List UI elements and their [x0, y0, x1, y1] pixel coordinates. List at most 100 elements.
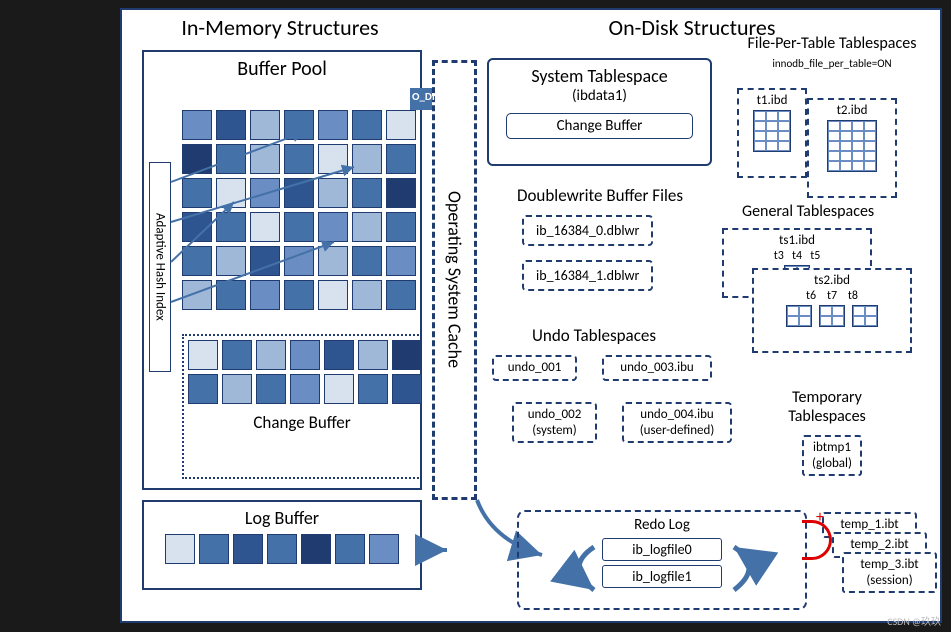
buffer-pool-page — [216, 212, 246, 242]
buffer-pool-page — [318, 110, 348, 140]
ibtmp1: ibtmp1(global) — [802, 435, 862, 476]
log-buffer-page — [301, 534, 331, 564]
buffer-pool-page — [182, 246, 212, 276]
in-memory-section: In-Memory Structures — [130, 14, 430, 41]
buffer-pool-title: Buffer Pool — [144, 57, 420, 81]
undo-004: undo_004.ibu(user-defined) — [622, 402, 732, 443]
system-change-buffer: Change Buffer — [506, 113, 693, 139]
in-memory-title: In-Memory Structures — [130, 14, 430, 41]
change-buffer-page — [392, 374, 422, 404]
log-buffer-grid — [144, 534, 420, 564]
buffer-pool-page — [250, 144, 280, 174]
redo-log-title: Redo Log — [523, 516, 801, 534]
buffer-pool-page — [250, 280, 280, 310]
undo-002: undo_002(system) — [512, 402, 597, 443]
log-buffer-box: Log Buffer — [142, 500, 422, 590]
buffer-pool-page — [318, 212, 348, 242]
change-buffer-page — [358, 340, 388, 370]
buffer-pool-page — [250, 178, 280, 208]
change-buffer-page — [324, 340, 354, 370]
buffer-pool-page — [284, 110, 314, 140]
red-plus: + — [816, 508, 824, 527]
buffer-pool-page — [182, 144, 212, 174]
system-tablespace-title: System Tablespace — [494, 65, 705, 87]
buffer-pool-page — [284, 144, 314, 174]
buffer-pool-page — [352, 280, 382, 310]
change-buffer-box: Change Buffer — [182, 334, 422, 479]
log-buffer-page — [335, 534, 365, 564]
innodb-architecture-diagram: In-Memory Structures On-Disk Structures … — [120, 8, 942, 623]
buffer-pool-page — [216, 178, 246, 208]
t2-ibd: t2.ibd — [807, 98, 897, 198]
redo-log-box: Redo Log ib_logfile0 ib_logfile1 — [517, 510, 807, 610]
buffer-pool-page — [250, 110, 280, 140]
doublewrite-title: Doublewrite Buffer Files — [517, 185, 683, 206]
buffer-pool-page — [352, 246, 382, 276]
log-buffer-page — [199, 534, 229, 564]
buffer-pool-page — [216, 110, 246, 140]
change-buffer-page — [188, 374, 218, 404]
change-buffer-title: Change Buffer — [188, 412, 416, 433]
change-buffer-page — [358, 374, 388, 404]
log-buffer-page — [267, 534, 297, 564]
buffer-pool-grid — [182, 110, 416, 310]
log-buffer-page — [233, 534, 263, 564]
buffer-pool-page — [216, 246, 246, 276]
change-buffer-page — [256, 374, 286, 404]
undo-001: undo_001 — [492, 355, 577, 381]
t1-ibd: t1.ibd — [737, 88, 807, 178]
buffer-pool-page — [318, 178, 348, 208]
change-buffer-page — [256, 340, 286, 370]
log-buffer-page — [165, 534, 195, 564]
change-buffer-page — [324, 374, 354, 404]
change-buffer-grid — [188, 340, 416, 404]
buffer-pool-box: Buffer Pool Adaptive Hash Index Change B… — [142, 50, 422, 490]
buffer-pool-page — [284, 280, 314, 310]
buffer-pool-page — [386, 144, 416, 174]
doublewrite-file-1: ib_16384_1.dblwr — [522, 260, 653, 291]
buffer-pool-page — [386, 212, 416, 242]
buffer-pool-page — [352, 212, 382, 242]
change-buffer-page — [188, 340, 218, 370]
change-buffer-page — [222, 340, 252, 370]
undo-003: undo_003.ibu — [602, 355, 712, 381]
system-tablespace-sub: (ibdata1) — [494, 87, 705, 105]
buffer-pool-page — [182, 178, 212, 208]
temp-ts-title: Temporary Tablespaces — [762, 388, 892, 426]
buffer-pool-page — [182, 110, 212, 140]
o-direct-label: O_DIRECT — [412, 90, 458, 103]
os-cache-box: Operating System Cache — [432, 60, 477, 500]
buffer-pool-page — [182, 280, 212, 310]
change-buffer-page — [222, 374, 252, 404]
buffer-pool-page — [216, 144, 246, 174]
buffer-pool-page — [284, 178, 314, 208]
redo-file-0: ib_logfile0 — [602, 538, 722, 561]
buffer-pool-page — [250, 212, 280, 242]
buffer-pool-page — [352, 178, 382, 208]
fpt-title: File-Per-Table Tablespaces innodb_file_p… — [747, 34, 917, 72]
log-buffer-title: Log Buffer — [144, 507, 420, 529]
ts2-ibd: ts2.ibd t6 t7 t8 — [752, 268, 912, 353]
buffer-pool-page — [318, 144, 348, 174]
buffer-pool-page — [216, 280, 246, 310]
general-ts-title: General Tablespaces — [742, 202, 874, 221]
buffer-pool-page — [250, 246, 280, 276]
buffer-pool-page — [284, 212, 314, 242]
redo-file-1: ib_logfile1 — [602, 565, 722, 588]
buffer-pool-page — [284, 246, 314, 276]
system-tablespace-box: System Tablespace (ibdata1) Change Buffe… — [487, 58, 712, 166]
buffer-pool-page — [182, 212, 212, 242]
temp-3: temp_3.ibt(session) — [842, 552, 937, 593]
undo-title: Undo Tablespaces — [532, 325, 656, 346]
watermark: CSDN @玖玖 — [887, 613, 941, 628]
buffer-pool-page — [352, 110, 382, 140]
change-buffer-page — [392, 340, 422, 370]
doublewrite-file-0: ib_16384_0.dblwr — [522, 215, 653, 246]
buffer-pool-page — [352, 144, 382, 174]
buffer-pool-page — [386, 246, 416, 276]
change-buffer-page — [290, 374, 320, 404]
adaptive-hash-index: Adaptive Hash Index — [149, 162, 171, 372]
buffer-pool-page — [318, 246, 348, 276]
buffer-pool-page — [318, 280, 348, 310]
change-buffer-page — [290, 340, 320, 370]
